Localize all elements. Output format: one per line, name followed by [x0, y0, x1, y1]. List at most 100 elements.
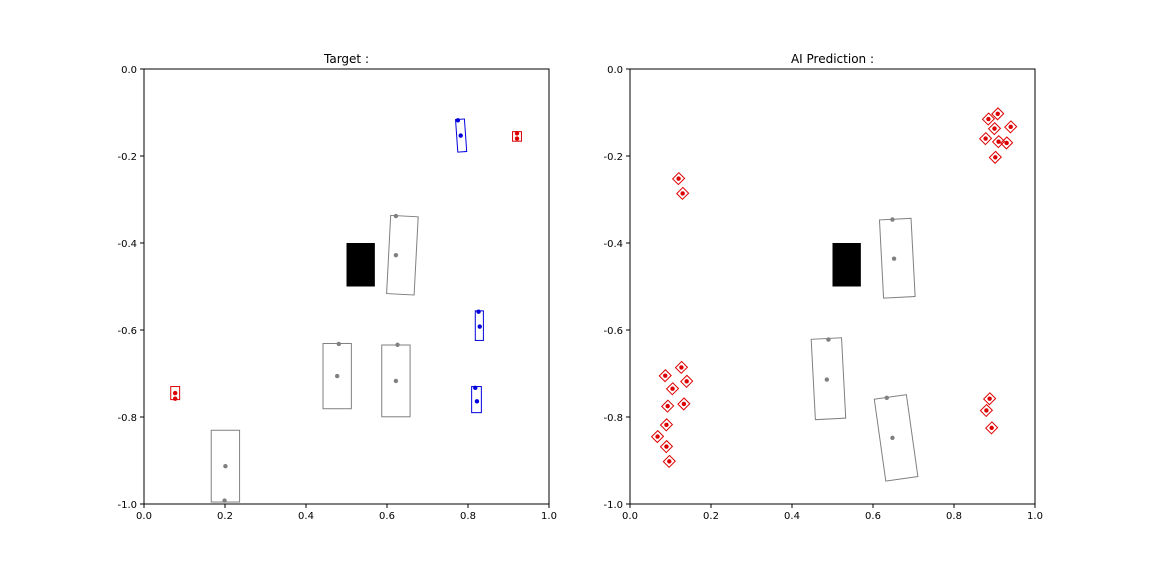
y-tick-label: -0.8: [603, 413, 623, 424]
object-point: [826, 337, 831, 342]
object-box: [658, 369, 672, 383]
x-axis: 0.0 0.2 0.4 0.6 0.8 1.0: [136, 511, 557, 522]
object-point: [393, 378, 399, 384]
object-box: [680, 374, 694, 388]
object-point: [987, 396, 992, 401]
object-point: [680, 191, 685, 196]
axes-frame: [143, 68, 550, 505]
object-box: [878, 217, 916, 299]
y-tick-label: -0.4: [603, 239, 623, 250]
object-point: [1008, 124, 1013, 130]
object-box: [386, 214, 419, 296]
object-box: [661, 399, 675, 413]
object-point: [996, 139, 1001, 144]
object-point: [336, 341, 342, 347]
object-box: [650, 429, 665, 444]
x-tick-label: 0.8: [946, 511, 962, 522]
ai-prediction-panel: AI Prediction : 0.0 0.2 0.4 0.6 0.8 1.0 …: [603, 52, 1042, 522]
object-point: [172, 390, 178, 396]
object-point: [664, 422, 669, 428]
object-point: [667, 459, 672, 464]
object-point: [983, 136, 988, 141]
object-point: [824, 377, 830, 382]
y-tick-label: -0.6: [117, 326, 137, 337]
object-box: [676, 186, 690, 201]
target-panel: Target : 0.0 0.2 0.4 0.6 0.8 1.0 0.0 -0.…: [117, 52, 556, 522]
tick-marks: [626, 68, 1036, 508]
x-tick-label: 0.8: [460, 511, 476, 522]
object-point: [890, 217, 895, 222]
object-point: [884, 395, 889, 401]
x-tick-label: 0.4: [784, 511, 800, 522]
y-tick-label: 0.0: [607, 65, 623, 76]
object-point: [890, 435, 895, 441]
object-point: [664, 444, 669, 449]
object-box: [987, 121, 1002, 136]
object-point: [393, 213, 399, 219]
object-point: [473, 385, 478, 391]
object-box: [659, 439, 674, 454]
object-box: [991, 107, 1005, 121]
object-box: [662, 454, 676, 469]
object-point: [476, 309, 481, 314]
object-point: [514, 131, 520, 136]
object-point: [995, 111, 1000, 117]
object-point: [655, 434, 660, 439]
object-box: [810, 337, 847, 421]
object-point: [223, 463, 228, 469]
object-point: [989, 425, 994, 431]
object-point: [477, 324, 482, 329]
object-point: [663, 373, 668, 378]
object-point: [681, 401, 687, 407]
y-tick-label: -0.4: [117, 239, 137, 250]
object-box: [981, 112, 996, 126]
object-box: [674, 360, 689, 375]
y-tick-label: -0.2: [117, 152, 137, 163]
object-box: [982, 392, 997, 406]
object-box: [873, 394, 919, 482]
object-point: [393, 252, 399, 258]
object-box: [1004, 120, 1018, 134]
object-point: [1004, 140, 1009, 146]
y-tick-label: -0.8: [117, 413, 137, 424]
panel-title: Target :: [323, 52, 369, 66]
x-tick-label: 1.0: [1027, 511, 1043, 522]
y-tick-label: -1.0: [603, 500, 623, 511]
object-point: [474, 399, 480, 404]
object-point: [676, 176, 681, 181]
object-point: [992, 126, 997, 131]
object-point: [172, 396, 178, 401]
object-box: [665, 382, 680, 396]
x-tick-label: 0.6: [865, 511, 881, 522]
x-tick-label: 1.0: [541, 511, 557, 522]
x-axis: 0.0 0.2 0.4 0.6 0.8 1.0: [622, 511, 1043, 522]
object-point: [891, 256, 897, 261]
object-box: [454, 118, 468, 153]
object-point: [986, 116, 991, 122]
object-box: [1000, 136, 1014, 150]
y-tick-label: -0.2: [603, 152, 623, 163]
axes-frame: [629, 68, 1036, 505]
obstacle-block: [346, 243, 375, 287]
object-point: [684, 379, 689, 384]
x-tick-label: 0.0: [622, 511, 638, 522]
x-tick-label: 0.2: [217, 511, 233, 522]
object-box: [985, 421, 999, 435]
x-tick-label: 0.0: [136, 511, 152, 522]
object-point: [679, 365, 684, 370]
x-tick-label: 0.4: [298, 511, 314, 522]
y-tick-label: -0.6: [603, 326, 623, 337]
object-point: [455, 118, 461, 123]
object-box: [979, 403, 994, 418]
object-box: [978, 131, 993, 146]
object-point: [458, 133, 463, 138]
object-box: [659, 418, 674, 432]
object-point: [984, 408, 989, 413]
x-tick-label: 0.2: [703, 511, 719, 522]
object-point: [334, 373, 340, 379]
y-tick-label: 0.0: [121, 65, 137, 76]
object-point: [665, 403, 670, 409]
object-point: [993, 155, 998, 160]
